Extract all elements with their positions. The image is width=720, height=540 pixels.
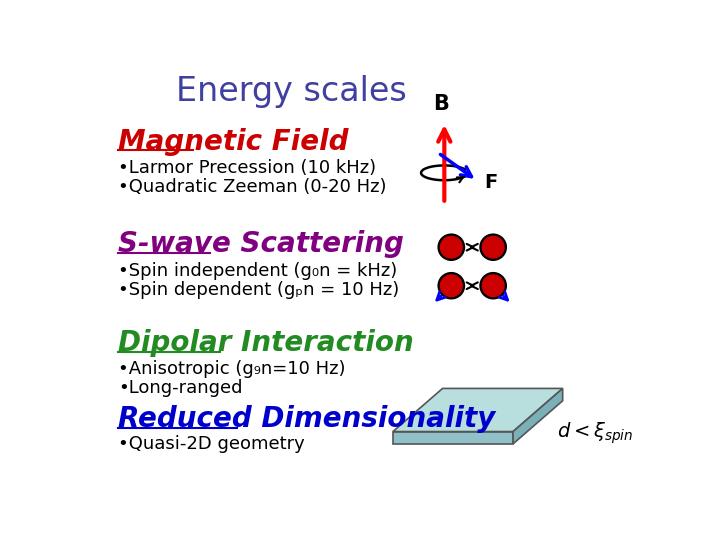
- Text: Magnetic Field: Magnetic Field: [118, 128, 348, 156]
- Circle shape: [441, 275, 462, 296]
- Polygon shape: [393, 431, 513, 444]
- Text: Energy scales: Energy scales: [176, 75, 406, 109]
- Circle shape: [480, 234, 506, 260]
- Circle shape: [482, 237, 504, 258]
- Text: S-wave Scattering: S-wave Scattering: [118, 231, 404, 259]
- Circle shape: [480, 273, 506, 299]
- Text: B: B: [433, 94, 449, 114]
- Text: •Quasi-2D geometry: •Quasi-2D geometry: [118, 435, 305, 453]
- Circle shape: [441, 237, 462, 258]
- Text: •Anisotropic (g₉n=10 Hz): •Anisotropic (g₉n=10 Hz): [118, 360, 346, 378]
- Text: •Spin dependent (gₚn = 10 Hz): •Spin dependent (gₚn = 10 Hz): [118, 281, 399, 299]
- Text: •Larmor Precession (10 kHz): •Larmor Precession (10 kHz): [118, 159, 376, 177]
- Circle shape: [482, 275, 504, 296]
- Text: F: F: [485, 173, 498, 192]
- Text: •Quadratic Zeeman (0-20 Hz): •Quadratic Zeeman (0-20 Hz): [118, 178, 387, 197]
- Circle shape: [438, 234, 464, 260]
- Circle shape: [438, 273, 464, 299]
- Polygon shape: [513, 388, 562, 444]
- Text: Dipolar Interaction: Dipolar Interaction: [118, 329, 414, 357]
- Polygon shape: [393, 388, 562, 431]
- Text: •Spin independent (g₀n = kHz): •Spin independent (g₀n = kHz): [118, 261, 397, 280]
- Text: $d < \xi_{spin}$: $d < \xi_{spin}$: [557, 420, 633, 445]
- Text: Reduced Dimensionality: Reduced Dimensionality: [118, 405, 495, 433]
- Text: •Long-ranged: •Long-ranged: [118, 379, 243, 397]
